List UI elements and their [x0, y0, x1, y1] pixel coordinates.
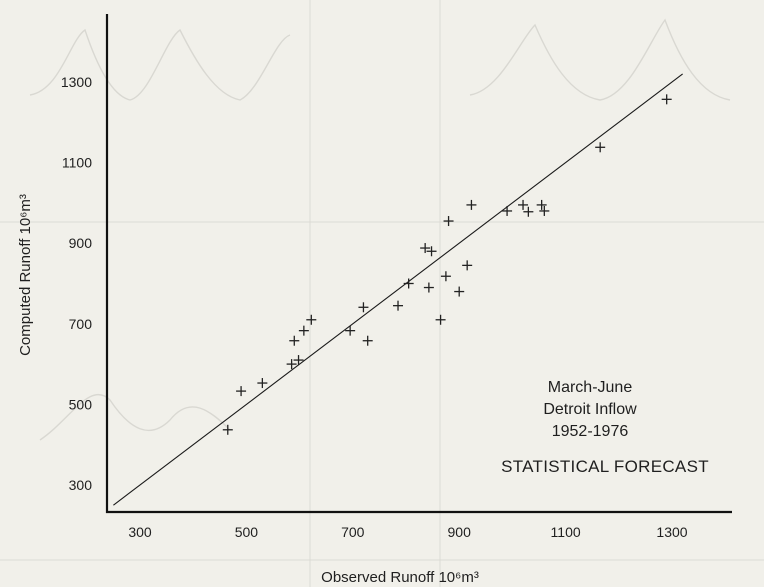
- data-point: [502, 205, 513, 216]
- x-tick-labels: 300 500 700 900 1100 1300: [128, 524, 687, 540]
- x-tick-label: 900: [448, 524, 472, 540]
- data-point: [661, 94, 672, 105]
- y-tick-labels: 300 500 700 900 1100 1300: [61, 74, 92, 493]
- data-point: [536, 199, 547, 210]
- data-point: [440, 271, 451, 282]
- data-point: [595, 142, 606, 153]
- data-point: [443, 216, 454, 227]
- data-point: [362, 335, 373, 346]
- data-point: [523, 206, 534, 217]
- x-axis-title: Observed Runoff 10⁶m³: [321, 569, 479, 586]
- x-tick-label: 300: [128, 524, 152, 540]
- data-point: [286, 359, 297, 370]
- data-point: [539, 205, 550, 216]
- x-tick-label: 1100: [551, 524, 581, 540]
- data-point: [423, 282, 434, 293]
- data-point: [462, 260, 473, 271]
- annotation-block: March-June Detroit Inflow 1952-1976 STAT…: [501, 379, 709, 476]
- y-tick-label: 900: [69, 235, 93, 251]
- annotation-line-station: Detroit Inflow: [543, 401, 637, 418]
- data-point: [454, 286, 465, 297]
- y-tick-label: 300: [69, 477, 93, 493]
- data-point: [257, 378, 268, 389]
- y-tick-label: 1100: [62, 155, 92, 171]
- x-tick-label: 700: [341, 524, 365, 540]
- data-point: [236, 386, 247, 397]
- y-tick-label: 1300: [61, 74, 92, 90]
- data-point: [358, 302, 369, 313]
- annotation-line-years: 1952-1976: [552, 423, 629, 440]
- data-point: [306, 314, 317, 325]
- data-points: [222, 94, 672, 435]
- data-point: [298, 325, 309, 336]
- data-point: [293, 355, 304, 366]
- data-point: [420, 243, 431, 254]
- data-point: [393, 300, 404, 311]
- data-point: [289, 335, 300, 346]
- y-axis-title: Computed Runoff 10⁶m³: [17, 194, 34, 356]
- x-tick-label: 1300: [656, 524, 687, 540]
- annotation-line-period: March-June: [548, 379, 633, 396]
- axes: [105, 14, 732, 514]
- annotation-title: STATISTICAL FORECAST: [501, 457, 709, 476]
- data-point: [345, 325, 356, 336]
- data-point: [426, 246, 437, 257]
- fit-line: [113, 73, 683, 506]
- x-tick-label: 500: [235, 524, 259, 540]
- data-point: [435, 314, 446, 325]
- y-tick-label: 500: [69, 396, 93, 412]
- data-point: [222, 424, 233, 435]
- data-point: [518, 199, 529, 210]
- data-point: [403, 278, 414, 289]
- data-point: [466, 199, 477, 210]
- y-tick-label: 700: [69, 316, 93, 332]
